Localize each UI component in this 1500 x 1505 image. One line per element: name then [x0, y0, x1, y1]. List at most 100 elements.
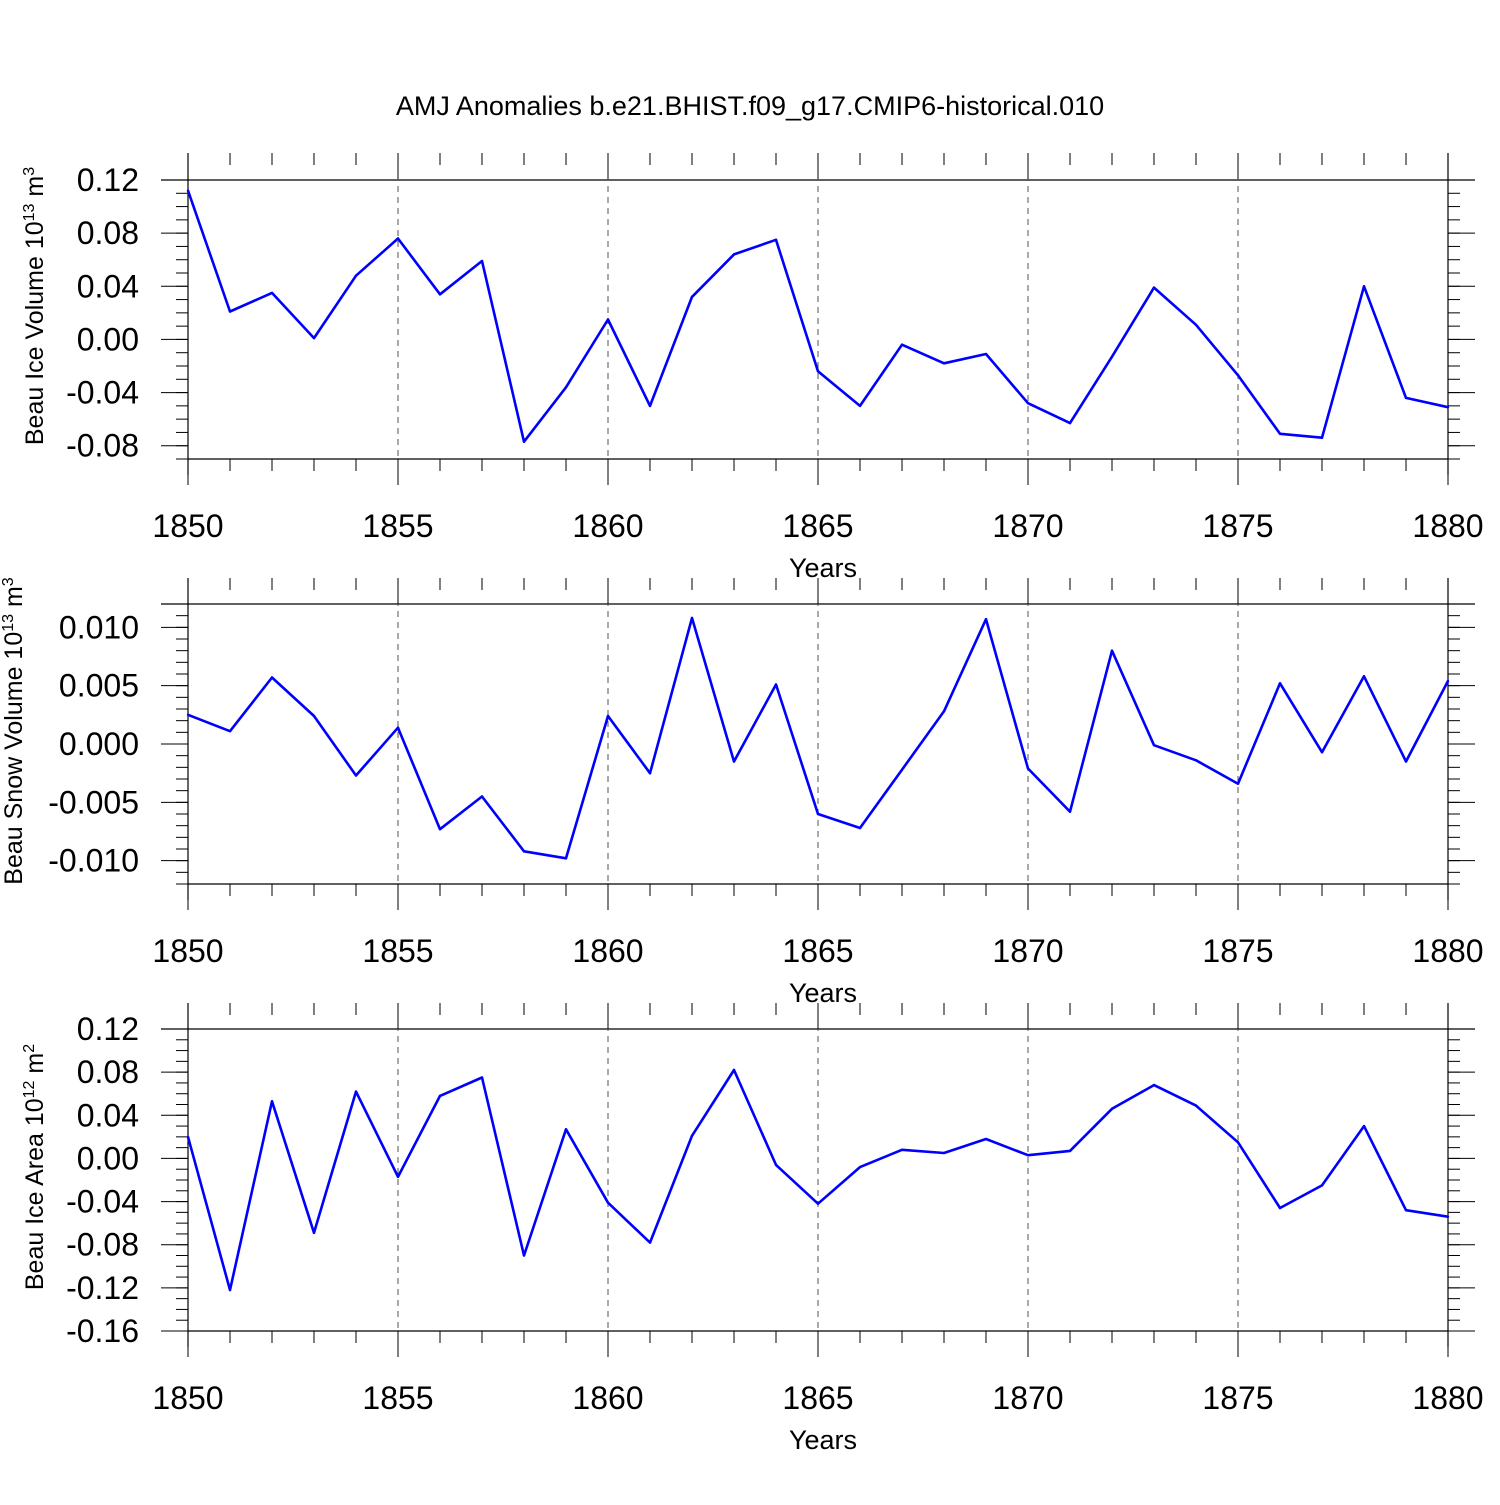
x-tick-label: 1880: [1412, 1380, 1483, 1416]
data-point: [270, 1100, 274, 1103]
data-point: [1026, 1153, 1030, 1157]
x-tick-label: 1880: [1412, 508, 1483, 544]
data-point: [270, 291, 274, 295]
data-point: [1404, 396, 1408, 400]
data-point: [1110, 1107, 1114, 1111]
data-point: [774, 238, 778, 241]
data-point: [312, 336, 316, 340]
data-point: [606, 1201, 610, 1204]
data-point: [816, 1202, 820, 1205]
y-tick-label: -0.04: [66, 1184, 139, 1220]
data-point: [354, 274, 358, 277]
x-tick-label: 1860: [572, 933, 643, 969]
y-tick-label: -0.04: [66, 375, 139, 411]
data-point: [1404, 760, 1408, 763]
y-axis-label: Beau Ice Volume 1013 m3: [21, 167, 49, 445]
y-tick-label: -0.08: [66, 428, 139, 464]
y-tick-label: 0.04: [77, 268, 139, 304]
data-point: [354, 774, 358, 777]
data-point: [606, 318, 610, 321]
data-point: [1362, 285, 1366, 288]
data-point: [1404, 1209, 1408, 1212]
data-point: [1362, 675, 1366, 678]
data-point: [984, 617, 988, 621]
data-point: [1320, 750, 1324, 754]
data-point: [396, 726, 400, 729]
data-point: [480, 1076, 484, 1079]
data-point: [1236, 374, 1240, 377]
data-point: [1278, 432, 1282, 435]
data-point: [900, 343, 904, 346]
data-point: [438, 293, 442, 296]
data-point: [1152, 1083, 1156, 1087]
data-point: [522, 850, 526, 853]
data-point: [690, 295, 694, 299]
x-axis-label: Years: [789, 978, 857, 1008]
y-tick-label: -0.005: [48, 784, 139, 820]
data-point: [942, 1151, 946, 1155]
x-tick-label: 1855: [362, 1380, 433, 1416]
data-point: [1362, 1124, 1366, 1128]
data-point: [228, 1288, 232, 1292]
y-tick-label: -0.08: [66, 1227, 139, 1263]
data-point: [1194, 323, 1198, 327]
data-point: [606, 714, 610, 718]
data-point: [1278, 1206, 1282, 1210]
y-tick-label: 0.12: [77, 162, 139, 198]
data-point: [900, 1148, 904, 1152]
data-point: [312, 1231, 316, 1235]
data-point: [1194, 1104, 1198, 1107]
data-point: [816, 370, 820, 373]
data-point: [564, 857, 568, 860]
y-tick-label: 0.00: [77, 321, 139, 357]
panel-3: 1850 1855 1860 1865 1870 1875 1880 0.12 0.08 0.04…: [21, 1003, 1484, 1455]
y-tick-label: 0.000: [59, 726, 139, 762]
data-point: [774, 683, 778, 686]
data-point: [1446, 679, 1450, 683]
data-point: [984, 352, 988, 356]
x-tick-label: 1855: [362, 508, 433, 544]
data-point: [648, 1241, 652, 1244]
data-point: [480, 259, 484, 263]
y-tick-label: 0.08: [77, 1054, 139, 1090]
data-point: [1110, 649, 1114, 652]
data-point: [438, 1094, 442, 1098]
data-point: [1278, 682, 1282, 685]
data-point: [228, 310, 232, 313]
data-point: [732, 1068, 736, 1072]
data-point: [186, 1135, 190, 1139]
x-tick-label: 1865: [782, 1380, 853, 1416]
x-tick-label: 1855: [362, 933, 433, 969]
data-point: [396, 1175, 400, 1178]
panel-2: 1850 1855 1860 1865 1870 1875 1880 0.010 0.005 0.…: [0, 577, 1484, 1008]
data-point: [1068, 421, 1072, 425]
series-line: [186, 190, 1449, 444]
x-tick-label: 1870: [992, 508, 1063, 544]
x-tick-label: 1875: [1202, 1380, 1273, 1416]
data-point: [1152, 743, 1156, 747]
data-point: [732, 253, 736, 256]
data-point: [984, 1137, 988, 1141]
data-point: [270, 676, 274, 679]
x-tick-label: 1860: [572, 1380, 643, 1416]
data-point: [1236, 1141, 1240, 1144]
data-point: [816, 812, 820, 816]
data-point: [1152, 286, 1156, 289]
y-axis-label: Beau Snow Volume 1013 m3: [0, 577, 28, 885]
data-point: [942, 362, 946, 365]
data-point: [1068, 810, 1072, 813]
y-tick-label: 0.010: [59, 609, 139, 645]
data-point: [774, 1163, 778, 1167]
y-tick-label: -0.010: [48, 843, 139, 879]
data-point: [648, 404, 652, 408]
data-point: [1446, 405, 1450, 409]
data-point: [354, 1090, 358, 1093]
data-point: [522, 440, 526, 443]
data-point: [564, 386, 568, 389]
x-tick-label: 1865: [782, 508, 853, 544]
data-point: [438, 827, 442, 831]
x-tick-label: 1865: [782, 933, 853, 969]
data-point: [900, 768, 904, 771]
